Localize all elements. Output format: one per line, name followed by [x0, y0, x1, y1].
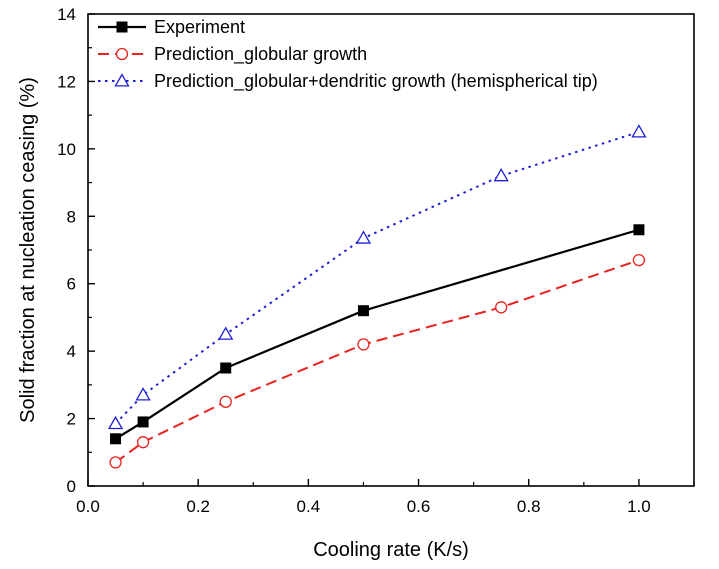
y-tick-label: 14 [57, 5, 76, 24]
x-tick-label: 0.2 [186, 497, 210, 516]
data-point [357, 338, 370, 351]
data-point [136, 436, 150, 449]
legend-label: Prediction_globular growth [154, 44, 367, 65]
data-point [357, 305, 369, 317]
y-tick-label: 0 [67, 477, 76, 496]
x-tick-label: 1.0 [627, 497, 651, 516]
y-tick-label: 6 [67, 275, 76, 294]
data-point [218, 326, 234, 340]
x-tick-label: 0.6 [407, 497, 431, 516]
data-point [107, 415, 124, 430]
series-line [114, 228, 640, 440]
legend-marker [114, 73, 130, 87]
data-point [495, 301, 508, 314]
data-point [493, 168, 509, 182]
ticks-layer: 0.0 0.2 0.4 0.6 0.8 1.0 0 2 4 6 8 10 12 14 [57, 5, 695, 516]
x-axis-title: Cooling rate (K/s) [313, 539, 469, 561]
y-tick-label: 2 [67, 410, 76, 429]
legend-label: Prediction_globular+dendritic growth (he… [154, 71, 598, 92]
data-point [109, 456, 122, 469]
data-point [633, 224, 645, 236]
x-tick-label: 0.4 [297, 497, 321, 516]
data-point [355, 230, 372, 244]
series-line [114, 131, 640, 425]
data-point [220, 362, 232, 374]
data-point [137, 416, 149, 428]
data-point [135, 387, 151, 401]
legend-label: Experiment [154, 17, 245, 37]
x-tick-label: 0.8 [517, 497, 541, 516]
legend-marker [116, 21, 128, 33]
series [110, 224, 645, 445]
series [107, 124, 647, 430]
series-line [114, 259, 640, 464]
y-tick-label: 4 [67, 342, 76, 361]
legend-marker [115, 47, 129, 61]
y-tick-label: 8 [67, 207, 76, 226]
legend: Experiment Prediction_globular growth Pred… [98, 17, 598, 92]
y-tick-label: 10 [57, 140, 76, 159]
x-tick-label: 0.0 [76, 497, 100, 516]
series [109, 253, 646, 469]
y-tick-label: 12 [57, 72, 76, 91]
data-point [110, 433, 122, 445]
y-axis-title: Solid fraction at nucleation ceasing (%) [17, 77, 39, 423]
data-point [632, 253, 646, 267]
data-point [631, 124, 647, 138]
series-layer [107, 124, 647, 469]
data-point [219, 395, 232, 408]
